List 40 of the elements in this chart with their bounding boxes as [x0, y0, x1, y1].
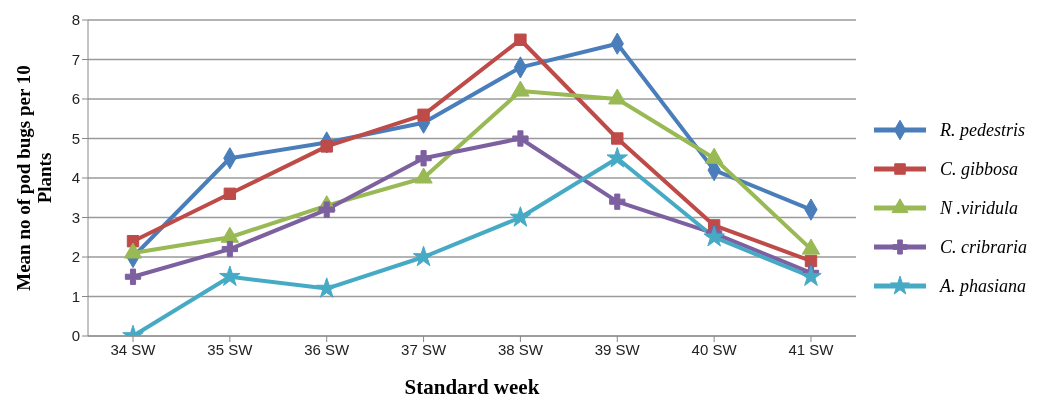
point	[415, 150, 432, 167]
y-tick-label: 2	[71, 248, 80, 266]
point	[124, 268, 142, 285]
x-tick-label: 36 SW	[304, 340, 351, 358]
point	[514, 33, 527, 46]
point	[221, 240, 238, 258]
y-tick-label: 0	[71, 327, 80, 345]
x-axis-title: Standard week	[404, 375, 540, 399]
legend-label: R. pedestris	[939, 119, 1025, 141]
x-tick-label: 39 SW	[594, 340, 641, 358]
point	[609, 193, 626, 210]
point	[611, 132, 624, 145]
x-tick-label: 37 SW	[401, 340, 447, 358]
y-tick-label: 1	[71, 287, 80, 305]
point	[417, 108, 430, 121]
point	[509, 206, 532, 227]
legend-label: N .viridula	[939, 197, 1018, 219]
y-tick-label: 7	[71, 50, 80, 68]
y-tick-label: 3	[71, 208, 80, 226]
point	[606, 146, 629, 168]
y-tick-label: 6	[71, 90, 80, 108]
point	[512, 130, 529, 147]
x-tick-label: 41 SW	[788, 340, 835, 358]
y-axis-title: Mean no of pod bugs per 10 Plants	[13, 65, 55, 291]
y-tick-label: 4	[71, 169, 80, 187]
point	[703, 225, 725, 247]
x-tick-label: 38 SW	[497, 340, 544, 358]
x-tick-label: 35 SW	[207, 340, 254, 358]
y-tick-label: 5	[71, 129, 80, 147]
legend-label: A. phasiana	[939, 275, 1026, 297]
point	[318, 201, 335, 218]
legend-label: C. gibbosa	[939, 158, 1018, 180]
legend-label: C. cribraria	[939, 236, 1027, 258]
point	[412, 245, 435, 267]
point	[800, 265, 822, 286]
point	[223, 187, 237, 200]
point	[219, 265, 241, 286]
x-tick-label: 40 SW	[691, 340, 738, 358]
x-tick-label: 34 SW	[110, 340, 157, 358]
y-tick-label: 8	[71, 11, 80, 29]
